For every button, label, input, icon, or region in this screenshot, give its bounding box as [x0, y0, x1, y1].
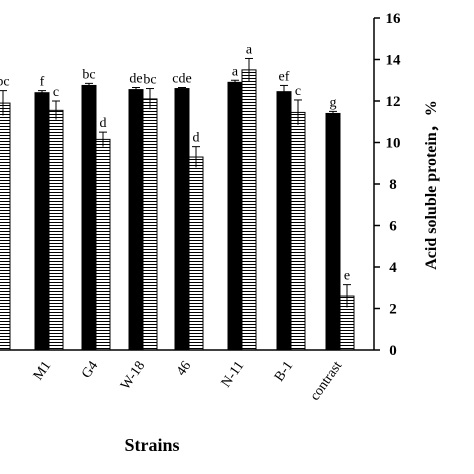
significance-label: bc — [82, 67, 95, 82]
x-category-label: 46 — [174, 359, 194, 379]
x-category-label: B-1 — [272, 359, 296, 385]
y-tick-label: 6 — [389, 219, 397, 235]
y-tick-label: 4 — [389, 260, 397, 276]
y-tick-label: 8 — [389, 177, 397, 193]
bar-solid — [34, 92, 50, 351]
y-tick-label: 14 — [386, 53, 402, 69]
x-category-label: G4 — [79, 359, 101, 382]
significance-label: bc — [0, 75, 10, 90]
significance-label: d — [100, 116, 107, 131]
significance-label: a — [246, 42, 253, 57]
x-category-label: contrast — [308, 359, 346, 404]
significance-label: de — [129, 72, 142, 87]
bar-hatched — [48, 109, 64, 351]
bars-layer — [0, 57, 355, 351]
bar-hatched — [0, 102, 11, 351]
bar-solid — [276, 91, 292, 351]
y-tick-label: 10 — [386, 136, 401, 152]
significance-label: bc — [143, 73, 156, 88]
bar-solid — [227, 81, 243, 351]
significance-label: cde — [172, 72, 191, 87]
y-tick-label: 2 — [389, 302, 397, 318]
bar-solid — [128, 89, 144, 351]
y-tick-label: 12 — [386, 94, 401, 110]
x-category-labels: 4 M1 G4 W-18 46 N-11 B-1 contrast — [0, 359, 345, 404]
x-category-label: 4 — [0, 359, 1, 373]
significance-label: e — [344, 269, 350, 284]
bar-hatched — [95, 138, 111, 351]
y-axis-title: Acid soluble protein，% — [423, 100, 440, 270]
bar-hatched — [241, 69, 257, 351]
significance-label: ef — [279, 69, 290, 84]
bar-solid — [174, 88, 190, 351]
bar-solid — [81, 84, 97, 351]
bar-hatched — [142, 98, 158, 351]
y-tick-label: 16 — [386, 11, 402, 27]
labels-layer: bcfcbcddebccdedaaefcge — [0, 42, 350, 283]
bar-hatched — [290, 111, 306, 351]
x-category-label: N-11 — [219, 359, 247, 391]
significance-label: a — [232, 64, 239, 79]
significance-label: c — [295, 84, 301, 99]
x-category-label: W-18 — [118, 359, 148, 393]
y-ticks: 0 2 4 6 8 10 12 14 16 — [374, 11, 401, 359]
bar-solid — [325, 112, 341, 351]
significance-label: g — [330, 95, 337, 110]
x-category-label: M1 — [31, 359, 54, 384]
significance-label: f — [40, 75, 45, 90]
bar-hatched — [188, 156, 204, 351]
significance-label: c — [53, 85, 59, 100]
y-tick-label: 0 — [389, 343, 397, 359]
x-axis-title: Strains — [124, 435, 179, 455]
significance-label: d — [193, 131, 200, 146]
